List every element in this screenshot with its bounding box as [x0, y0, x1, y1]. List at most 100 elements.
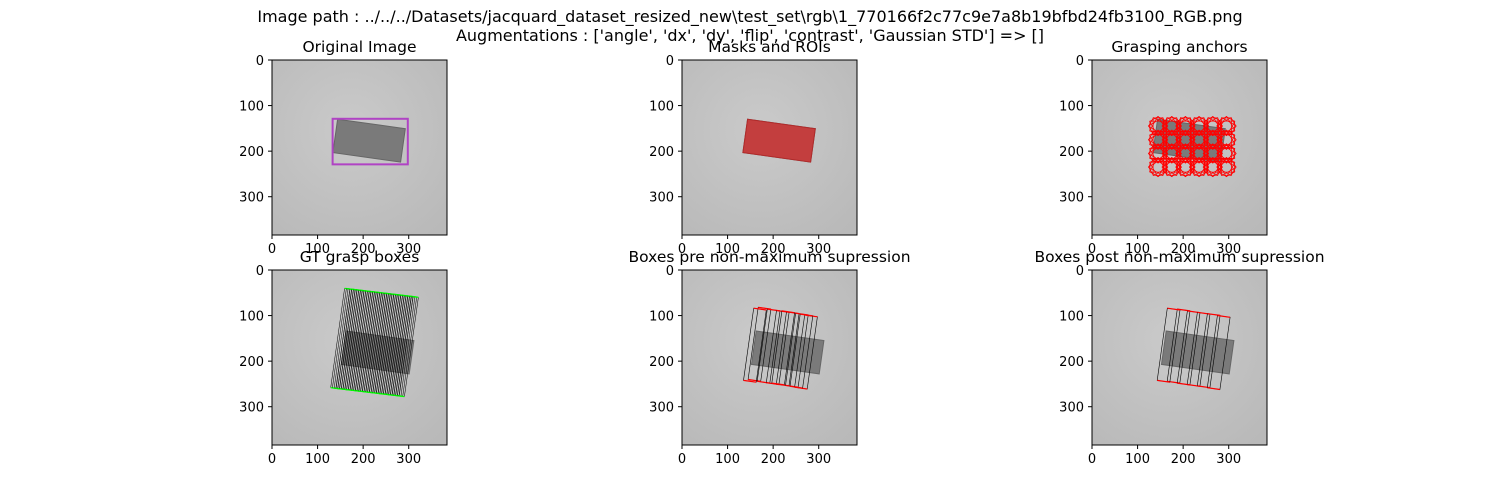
axes-frame	[271, 269, 448, 446]
y-tick-label: 100	[1059, 100, 1084, 115]
axes-frame	[271, 59, 448, 236]
pred-box-jaw	[771, 382, 785, 386]
y-tick-label: 200	[239, 355, 264, 370]
x-tick-label: 100	[305, 242, 330, 257]
subplot-title: Masks and ROIs	[708, 38, 831, 56]
anchor-box	[1162, 129, 1181, 150]
x-tick-label: 300	[1216, 242, 1241, 257]
subplot-title: Boxes pre non-maximum supression	[628, 248, 910, 266]
anchor-box	[1176, 157, 1195, 178]
x-tick-label: 200	[1171, 242, 1196, 257]
pre-nms-boxes	[743, 306, 818, 390]
x-tick-label: 300	[806, 242, 831, 257]
anchor-box	[1162, 143, 1181, 164]
roi-box	[331, 117, 409, 166]
anchor-box	[1217, 157, 1236, 178]
y-tick-label: 0	[256, 54, 264, 69]
x-tick-label: 200	[761, 452, 786, 467]
x-tick-label: 300	[1216, 452, 1241, 467]
subplot-title: Boxes post non-maximum supression	[1034, 248, 1324, 266]
subplot-5: 0 100 200 300 0 100 200 300 Boxes pre non-maximu…	[628, 248, 910, 467]
y-tick-label: 100	[239, 100, 264, 115]
anchor-box	[1217, 143, 1236, 164]
x-tick-label: 0	[1088, 242, 1096, 257]
anchor-box	[1176, 129, 1195, 150]
pred-box-jaw	[1217, 314, 1231, 318]
figure-suptitle-path: Image path : ../../../Datasets/jacquard_…	[257, 7, 1243, 26]
anchor-box	[1190, 157, 1208, 178]
y-tick-label: 100	[649, 100, 674, 115]
y-tick-label: 0	[1076, 264, 1084, 279]
subplot-title: GT grasp boxes	[300, 248, 420, 266]
x-tick-label: 100	[715, 452, 740, 467]
pred-box-jaw	[753, 307, 767, 311]
subplot-2: 0 100 200 300 0 100 200 300 Masks and ROIs	[649, 38, 858, 257]
anchor-box	[1217, 116, 1236, 137]
anchor-box	[1162, 157, 1181, 178]
x-tick-label: 100	[1125, 452, 1150, 467]
x-tick-label: 200	[351, 242, 376, 257]
x-tick-label: 200	[1171, 452, 1196, 467]
x-tick-label: 300	[396, 242, 421, 257]
subplot-6: 0 100 200 300 0 100 200 300 Boxes post non-maxim…	[1034, 248, 1324, 467]
y-tick-label: 300	[649, 401, 674, 416]
gt-box-jaw	[412, 295, 419, 298]
anchor-box	[1176, 116, 1195, 137]
subplot-title: Grasping anchors	[1111, 38, 1247, 56]
y-tick-label: 0	[1076, 54, 1084, 69]
y-tick-label: 300	[239, 401, 264, 416]
object-image	[332, 118, 406, 163]
y-tick-label: 100	[649, 310, 674, 325]
x-tick-label: 200	[351, 452, 376, 467]
gt-box-jaw	[398, 395, 405, 398]
pred-box-jaw	[1207, 387, 1220, 391]
axes-frame	[681, 269, 858, 446]
y-tick-label: 200	[649, 355, 674, 370]
x-tick-label: 0	[678, 242, 686, 257]
anchor-box	[1216, 158, 1237, 176]
y-tick-label: 100	[239, 310, 264, 325]
pred-box-jaw	[800, 313, 813, 317]
pred-box-jaw	[1157, 379, 1170, 383]
y-tick-label: 300	[1059, 191, 1084, 206]
y-tick-label: 0	[666, 54, 674, 69]
y-tick-label: 100	[1059, 310, 1084, 325]
pred-box-jaw	[781, 310, 795, 314]
axes-frame	[681, 59, 858, 236]
anchor-box	[1149, 129, 1167, 150]
y-tick-label: 0	[666, 264, 674, 279]
y-tick-label: 200	[239, 145, 264, 160]
anchor-box	[1190, 129, 1208, 150]
y-tick-label: 0	[256, 264, 264, 279]
x-tick-label: 300	[806, 452, 831, 467]
post-nms-boxes	[1156, 307, 1231, 391]
y-tick-label: 300	[649, 191, 674, 206]
y-tick-label: 200	[649, 145, 674, 160]
anchor-box	[1149, 157, 1167, 178]
anchor-box	[1203, 157, 1222, 178]
axes-frame	[1091, 59, 1268, 236]
y-tick-label: 200	[1059, 145, 1084, 160]
figure-suptitle-augmentations: Augmentations : ['angle', 'dx', 'dy', 'f…	[455, 26, 1045, 45]
subplot-4: 0 100 200 300 0 100 200 300 GT grasp boxes	[239, 248, 448, 467]
axes-frame	[1091, 269, 1268, 446]
anchor-box	[1149, 143, 1167, 164]
pred-box-jaw	[743, 379, 757, 383]
x-tick-label: 200	[761, 242, 786, 257]
anchor-box	[1203, 143, 1222, 164]
x-tick-label: 0	[268, 452, 276, 467]
anchor-box	[1176, 143, 1195, 164]
anchor-box	[1162, 116, 1181, 137]
subplots: 0 100 200 300 0 100 200 300 Original Image 0 100 20…	[239, 38, 1324, 467]
pred-box-jaw	[1167, 307, 1181, 311]
anchor-box	[1203, 129, 1222, 150]
grasp-anchors	[1148, 116, 1237, 178]
x-tick-label: 100	[305, 452, 330, 467]
anchor-box	[1217, 129, 1236, 150]
x-tick-label: 100	[1125, 242, 1150, 257]
x-tick-label: 100	[715, 242, 740, 257]
object-image	[1160, 330, 1235, 375]
subplot-1: 0 100 200 300 0 100 200 300 Original Image	[239, 38, 448, 257]
gt-grasp-boxes	[330, 287, 419, 398]
